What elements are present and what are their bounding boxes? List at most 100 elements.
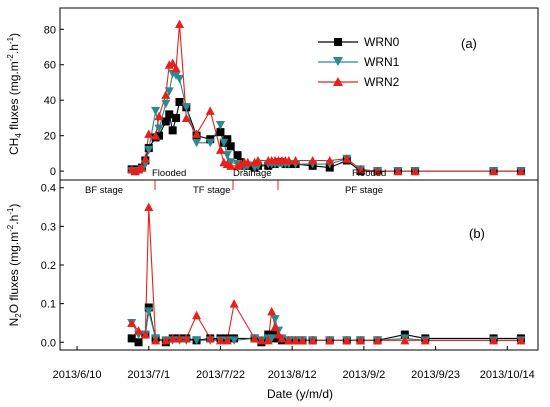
panel-b-y-tick-label: 0.0 [41, 337, 56, 349]
panel-a-point-wrn0 [168, 126, 177, 135]
panel-b-y-axis-title: N2O fluxes (mg.m-2.h-1) [6, 204, 23, 327]
legend-label-wrn1: WRN1 [364, 55, 400, 69]
panel-b-point-wrn2 [373, 335, 383, 345]
panel-a-point-wrn2 [154, 111, 164, 121]
panel-a-point-wrn1 [175, 74, 184, 84]
panel-a-point-wrn2 [181, 113, 191, 122]
panel-b-point-wrn2 [277, 333, 287, 343]
panel-a-point-wrn2 [284, 155, 294, 165]
panel-a-point-wrn2 [144, 129, 154, 138]
panel-b-point-wrn2 [175, 333, 184, 343]
legend-item-wrn2: WRN2 [318, 75, 400, 89]
x-tick-label: 2013/7/1 [127, 369, 170, 381]
panel-a-series-line-wrn1 [131, 72, 521, 172]
panel-b-point-wrn2 [168, 333, 178, 343]
panel-b-series-line-wrn2 [131, 207, 521, 341]
panel-a-point-wrn0 [165, 110, 174, 119]
panel-b-point-wrn2 [400, 335, 410, 345]
panel-b-point-wrn2 [161, 335, 171, 345]
panel-b-point-wrn2 [263, 335, 273, 345]
panel-b-point-wrn2 [250, 333, 260, 343]
legend-marker-triangle-up [333, 77, 343, 86]
panel-b-point-wrn2 [308, 335, 318, 345]
panel-b-point-wrn1 [229, 336, 239, 345]
panel-a-point-wrn2 [373, 166, 383, 176]
annotation-pf-stage: PF stage [345, 185, 383, 196]
panel-a-point-wrn2 [140, 154, 150, 163]
panel-b-y-ticks: 0.0 0.1 0.2 0.3 0.4 [41, 183, 64, 349]
legend-label-wrn2: WRN2 [364, 75, 400, 89]
panel-b-point-wrn2 [192, 310, 202, 320]
panel-a-point-wrn2 [253, 155, 263, 165]
annotation-tf-stage: TF stage [193, 185, 231, 196]
panel-b-point-wrn2 [140, 330, 150, 339]
panel-a-point-wrn2 [161, 90, 171, 99]
panel-b-point-wrn1 [270, 315, 280, 324]
panel-a-y-tick-label: 40 [44, 95, 56, 107]
panel-b-point-wrn2 [151, 335, 161, 345]
panel-a-point-wrn2 [171, 63, 181, 73]
panel-a-point-wrn1 [154, 124, 164, 134]
panel-a-point-wrn0 [226, 142, 235, 151]
panel-b-point-wrn2 [489, 335, 499, 345]
panel-b-point-wrn2 [144, 202, 154, 212]
panel-a-y-tick-label: 0 [50, 166, 56, 178]
panel-b-point-wrn2 [222, 335, 232, 345]
panel-b-point-wrn2 [256, 335, 266, 345]
panel-a-point-wrn1 [222, 151, 232, 160]
panel-b-point-wrn2 [267, 306, 277, 316]
legend-marker-square [334, 38, 342, 46]
panel-a-point-wrn0 [172, 113, 181, 122]
panel-a-frame [59, 7, 539, 181]
annotation-flooded-1: Flooded [152, 168, 186, 179]
panel-a-point-wrn1 [215, 121, 225, 130]
panel-a-point-wrn2 [489, 166, 499, 176]
panel-a-point-wrn2 [151, 131, 161, 140]
panel-b-point-wrn2 [229, 299, 239, 308]
panel-b-point-wrn0 [134, 338, 143, 347]
x-tick-label: 2013/10/14 [480, 369, 535, 381]
panel-a-point-wrn1 [151, 106, 161, 116]
panel-b-point-wrn2 [355, 335, 365, 345]
panel-a-point-wrn2 [342, 154, 352, 163]
panel-a-point-wrn2 [243, 157, 253, 167]
panel-a-y-tick-label: 20 [44, 131, 56, 143]
panel-a-point-wrn2 [410, 166, 420, 176]
panel-a-point-wrn0 [155, 131, 164, 140]
legend: WRN0 WRN1 WRN2 [318, 35, 400, 89]
panel-b-point-wrn1 [144, 307, 154, 316]
panel-a-point-wrn1 [164, 87, 174, 96]
panel-b-y-tick-label: 0.4 [41, 183, 56, 195]
panel-b-point-wrn2 [134, 326, 144, 335]
panel-a-point-wrn1 [205, 138, 215, 148]
panel-a-point-wrn1 [161, 99, 171, 109]
panel-b-point-wrn2 [325, 335, 335, 345]
panel-a-point-wrn2 [355, 164, 365, 174]
panel-a-y-axis-title: CH4 fluxes (mg.m-2.h-1) [6, 33, 23, 155]
panel-a-y-tick-label: 60 [44, 60, 56, 72]
panel-b-y-tick-label: 0.1 [41, 299, 56, 311]
legend-label-wrn0: WRN0 [364, 35, 400, 49]
x-axis-title: Date (y/m/d) [267, 387, 333, 401]
panel-b-point-wrn2 [516, 335, 526, 345]
panel-b-point-wrn2 [215, 335, 225, 345]
panel-a-point-wrn0 [233, 151, 242, 160]
annotation-flooded-2: Flooded [352, 168, 386, 179]
panel-b-series [127, 202, 526, 347]
annotation-drainage: Drainage [233, 168, 272, 179]
legend-item-wrn0: WRN0 [318, 35, 400, 49]
x-tick-label: 2013/8/12 [268, 369, 317, 381]
panel-b-point-wrn2 [284, 335, 294, 345]
panel-a-point-wrn2 [168, 58, 178, 67]
panel-b-point-wrn1 [267, 334, 277, 343]
panel-a-point-wrn2 [175, 19, 184, 28]
panel-a-point-wrn2 [393, 166, 403, 176]
panel-a-point-wrn0 [216, 128, 225, 137]
annotation-bf-stage: BF stage [85, 185, 123, 196]
panel-b-point-wrn0 [127, 334, 136, 343]
panel-a-point-wrn2 [205, 106, 215, 115]
panel-b-point-wrn2 [127, 318, 137, 327]
panel-a-point-wrn2 [308, 155, 318, 165]
x-tick-label: 2013/7/22 [196, 369, 245, 381]
